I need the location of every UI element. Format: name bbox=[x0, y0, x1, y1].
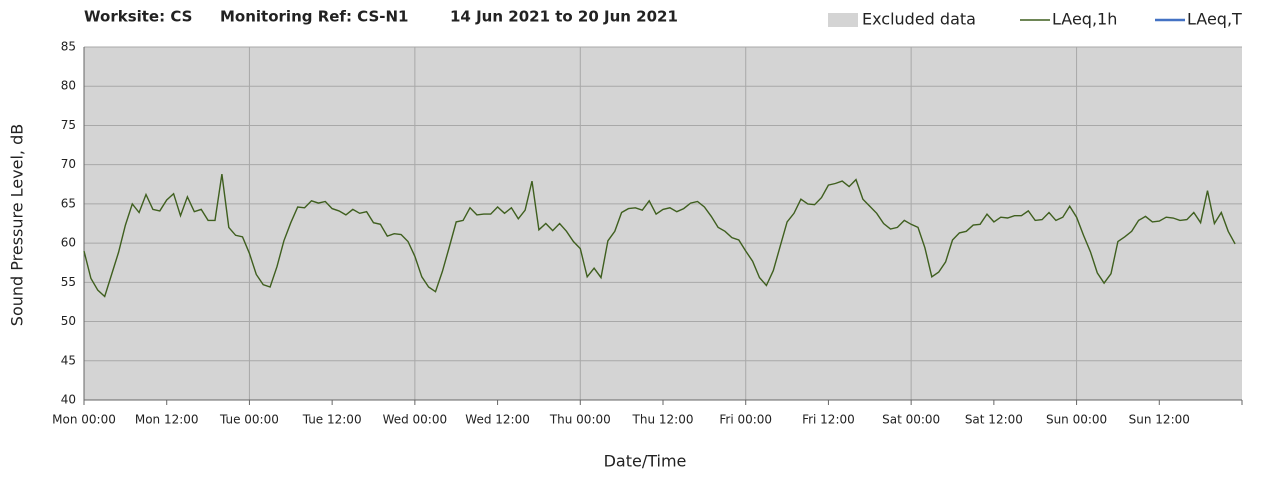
y-tick-label: 50 bbox=[61, 314, 76, 328]
x-tick-label: Sun 00:00 bbox=[1046, 413, 1107, 427]
x-tick-label: Sat 00:00 bbox=[882, 413, 940, 427]
plot-area bbox=[84, 47, 1242, 400]
title-dates: 14 Jun 2021 to 20 Jun 2021 bbox=[450, 8, 678, 26]
x-tick-label: Fri 12:00 bbox=[802, 413, 855, 427]
y-tick-label: 85 bbox=[61, 40, 76, 54]
title-ref: Monitoring Ref: CS-N1 bbox=[220, 8, 408, 26]
y-tick-label: 65 bbox=[61, 196, 76, 210]
y-tick-label: 75 bbox=[61, 118, 76, 132]
legend-label: LAeq,T bbox=[1187, 10, 1242, 29]
x-tick-label: Thu 12:00 bbox=[632, 413, 694, 427]
y-tick-label: 45 bbox=[61, 353, 76, 367]
y-tick-label: 70 bbox=[61, 157, 76, 171]
x-tick-label: Tue 00:00 bbox=[219, 413, 279, 427]
x-tick-label: Wed 12:00 bbox=[465, 413, 530, 427]
x-tick-label: Sat 12:00 bbox=[965, 413, 1023, 427]
x-tick-label: Fri 00:00 bbox=[719, 413, 772, 427]
y-tick-label: 55 bbox=[61, 275, 76, 289]
y-tick-label: 40 bbox=[61, 393, 76, 407]
y-tick-label: 80 bbox=[61, 79, 76, 93]
x-tick-label: Mon 00:00 bbox=[52, 413, 116, 427]
x-tick-label: Sun 12:00 bbox=[1129, 413, 1190, 427]
legend-label: LAeq,1h bbox=[1052, 10, 1117, 29]
y-axis-title: Sound Pressure Level, dB bbox=[8, 124, 27, 326]
x-tick-label: Tue 12:00 bbox=[302, 413, 362, 427]
data-line bbox=[83, 173, 1236, 298]
legend-swatch bbox=[828, 13, 858, 27]
title-site: Worksite: CS bbox=[84, 8, 192, 26]
x-tick-label: Wed 00:00 bbox=[383, 413, 448, 427]
x-tick-label: Mon 12:00 bbox=[135, 413, 199, 427]
y-tick-label: 60 bbox=[61, 236, 76, 250]
x-tick-label: Thu 00:00 bbox=[549, 413, 611, 427]
legend-label: Excluded data bbox=[862, 10, 976, 29]
x-axis-title: Date/Time bbox=[604, 452, 687, 471]
